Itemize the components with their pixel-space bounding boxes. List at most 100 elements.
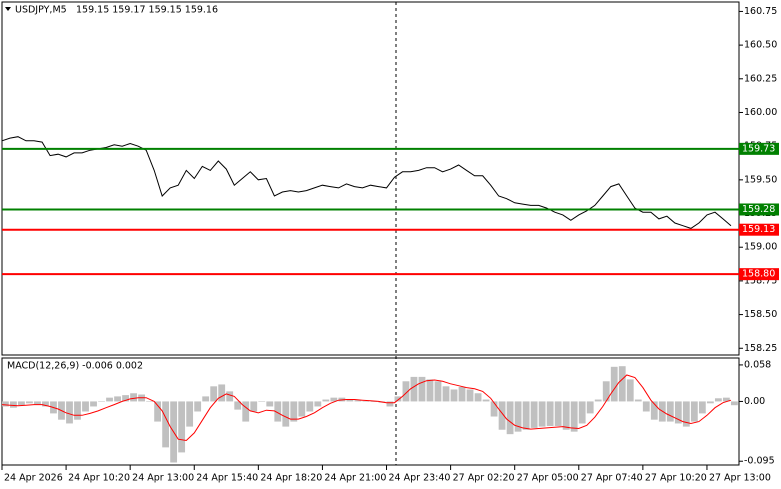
histogram-bar [666, 401, 674, 422]
histogram-bar [586, 401, 594, 414]
histogram-bar [26, 401, 33, 404]
y-tick-label: 0.00 [744, 396, 765, 407]
histogram-bar [18, 401, 25, 406]
histogram-bar [82, 401, 89, 412]
histogram-bar [354, 400, 362, 402]
histogram-bar [42, 401, 49, 407]
level-label: 159.13 [742, 224, 775, 235]
histogram-bar [282, 401, 290, 427]
histogram-bar [722, 397, 730, 402]
histogram-bar [698, 401, 706, 414]
histogram-bar [130, 393, 137, 402]
histogram-bar [394, 396, 402, 402]
histogram-bar [634, 399, 642, 402]
histogram-bar [122, 395, 129, 402]
histogram-bar [546, 401, 554, 426]
price-line [1, 374, 732, 442]
histogram-bar [626, 379, 634, 402]
histogram-bar [306, 401, 314, 412]
histogram-bar [2, 401, 9, 407]
price-line [1, 136, 732, 229]
histogram-bar [34, 401, 41, 405]
menu-arrow [5, 7, 11, 11]
main-panel [1, 1, 740, 356]
level-label-box [739, 268, 779, 281]
histogram-bar [514, 401, 522, 432]
histogram-bar [442, 386, 450, 402]
histogram-bar [674, 401, 682, 424]
histogram-bar [602, 381, 610, 402]
histogram-bar [154, 401, 162, 422]
histogram-bar [322, 399, 330, 402]
level-label: 159.28 [742, 204, 775, 215]
histogram-bar [146, 401, 154, 402]
histogram-bar [562, 401, 570, 430]
histogram-bar [178, 401, 186, 453]
histogram-bar [218, 384, 226, 402]
histogram-bar [330, 397, 338, 402]
x-tick-label: 27 Apr 05:00 [517, 473, 579, 484]
histogram-bar [410, 376, 418, 402]
histogram-bar [650, 401, 658, 420]
y-tick-label: 159.00 [744, 242, 777, 253]
x-tick-label: 24 Apr 21:00 [324, 473, 386, 484]
histogram-bar [250, 401, 258, 412]
histogram-bar [498, 401, 506, 430]
histogram-bar [210, 386, 218, 402]
histogram-bar [298, 401, 306, 417]
histogram-bar [234, 401, 242, 410]
histogram-bar [506, 401, 514, 435]
histogram-bar [362, 401, 370, 402]
level-label-box [739, 223, 779, 236]
level-label-box [739, 203, 779, 216]
level-label: 159.73 [742, 143, 775, 154]
histogram-bar [474, 393, 482, 402]
histogram-bar [690, 401, 698, 422]
histogram-bar [570, 401, 578, 432]
macd-panel [1, 357, 740, 466]
histogram-bar [402, 381, 410, 402]
x-tick-label: 24 Apr 10:20 [68, 473, 130, 484]
y-tick-label: 160.50 [744, 40, 777, 51]
histogram-bar [450, 389, 458, 402]
histogram-bar [458, 386, 466, 402]
y-tick-label: 0.058 [744, 359, 771, 370]
histogram-bar [642, 401, 650, 412]
histogram-bar [114, 396, 121, 402]
histogram-bar [194, 401, 202, 412]
x-tick-label: 27 Apr 10:20 [645, 473, 707, 484]
y-tick-label: 158.50 [744, 309, 777, 320]
y-tick-label: -0.095 [744, 456, 775, 467]
histogram-bar [490, 401, 498, 417]
histogram-bar [242, 401, 250, 422]
histogram-bar [682, 401, 690, 427]
ohlc: 159.15 159.17 159.15 159.16 [76, 5, 218, 16]
histogram-bar [274, 401, 282, 422]
histogram-bar [482, 399, 490, 402]
y-tick-label: 160.75 [744, 6, 777, 17]
histogram-bar [106, 397, 113, 402]
y-tick-label: 160.25 [744, 73, 777, 84]
x-tick-label: 27 Apr 07:40 [581, 473, 643, 484]
x-tick-label: 24 Apr 23:40 [389, 473, 451, 484]
histogram-bar [346, 399, 354, 402]
x-tick-label: 24 Apr 18:20 [260, 473, 322, 484]
histogram-bar [98, 401, 105, 402]
histogram-bar [706, 401, 714, 404]
histogram-bar [714, 398, 722, 402]
histogram-bar [258, 401, 266, 402]
histogram-bar [290, 401, 298, 422]
histogram-bar [386, 401, 394, 407]
y-tick-label: 160.00 [744, 107, 777, 118]
y-tick-label: 159.50 [744, 174, 777, 185]
histogram-bar [186, 401, 194, 427]
histogram-bar [466, 389, 474, 402]
level-label: 158.80 [742, 269, 775, 280]
histogram-bar [522, 401, 530, 430]
histogram-bar [90, 401, 97, 407]
histogram-bar [162, 401, 170, 448]
histogram-bar [594, 399, 602, 402]
x-tick-label: 27 Apr 02:20 [453, 473, 515, 484]
